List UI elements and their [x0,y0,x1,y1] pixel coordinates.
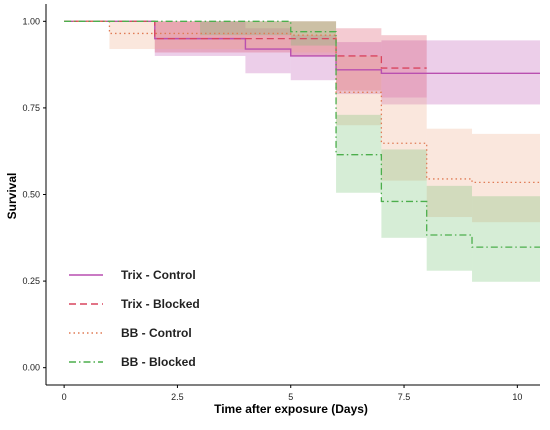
confidence-band-3-1 [200,21,291,36]
confidence-band-3-6 [472,196,540,282]
y-axis-title: Survival [5,173,19,220]
survival-curves [64,20,540,248]
legend: Trix - Control Trix - Blocked BB - Control… [69,268,200,369]
x-tick-label: 0 [62,392,67,402]
x-tick-label: 7.5 [398,392,411,402]
y-tick-label: 0.50 [22,190,40,200]
series-line-1 [64,20,427,69]
x-tick-label: 5 [288,392,293,402]
confidence-band-2-3 [290,21,337,53]
confidence-band-2-4 [336,55,382,126]
confidence-bands [109,21,540,282]
confidence-band-1-1 [154,21,201,53]
confidence-band-0-2 [245,28,291,74]
x-tick-label: 2.5 [171,392,184,402]
confidence-band-2-7 [472,133,540,223]
confidence-band-3-4 [381,149,427,238]
confidence-band-3-3 [336,114,382,193]
confidence-band-1-4 [336,28,382,91]
confidence-band-0-3 [290,35,337,81]
confidence-band-2-5 [381,97,427,181]
series-line-3 [64,20,540,248]
x-axis-title: Time after exposure (Days) [214,402,368,416]
y-tick-label: 0.75 [22,103,40,113]
confidence-band-0-4 [336,42,382,95]
y-tick-label: 0.00 [22,363,40,373]
legend-label-0: Trix - Control [121,268,196,282]
legend-label-2: BB - Control [121,326,192,340]
y-tick-label: 1.00 [22,16,40,26]
series-line-2 [64,20,540,184]
x-tick-label: 10 [512,392,522,402]
legend-label-1: Trix - Blocked [121,297,200,311]
confidence-band-3-5 [426,185,473,271]
y-tick-label: 0.25 [22,276,40,286]
confidence-band-2-6 [426,128,473,218]
confidence-band-0-5 [381,40,540,105]
legend-label-3: BB - Blocked [121,355,196,369]
confidence-band-3-2 [290,21,337,46]
axes: 0 2.5 5 7.5 10 0.00 0.25 0.50 0.75 1.00 [22,4,540,402]
confidence-band-1-5 [381,35,427,98]
